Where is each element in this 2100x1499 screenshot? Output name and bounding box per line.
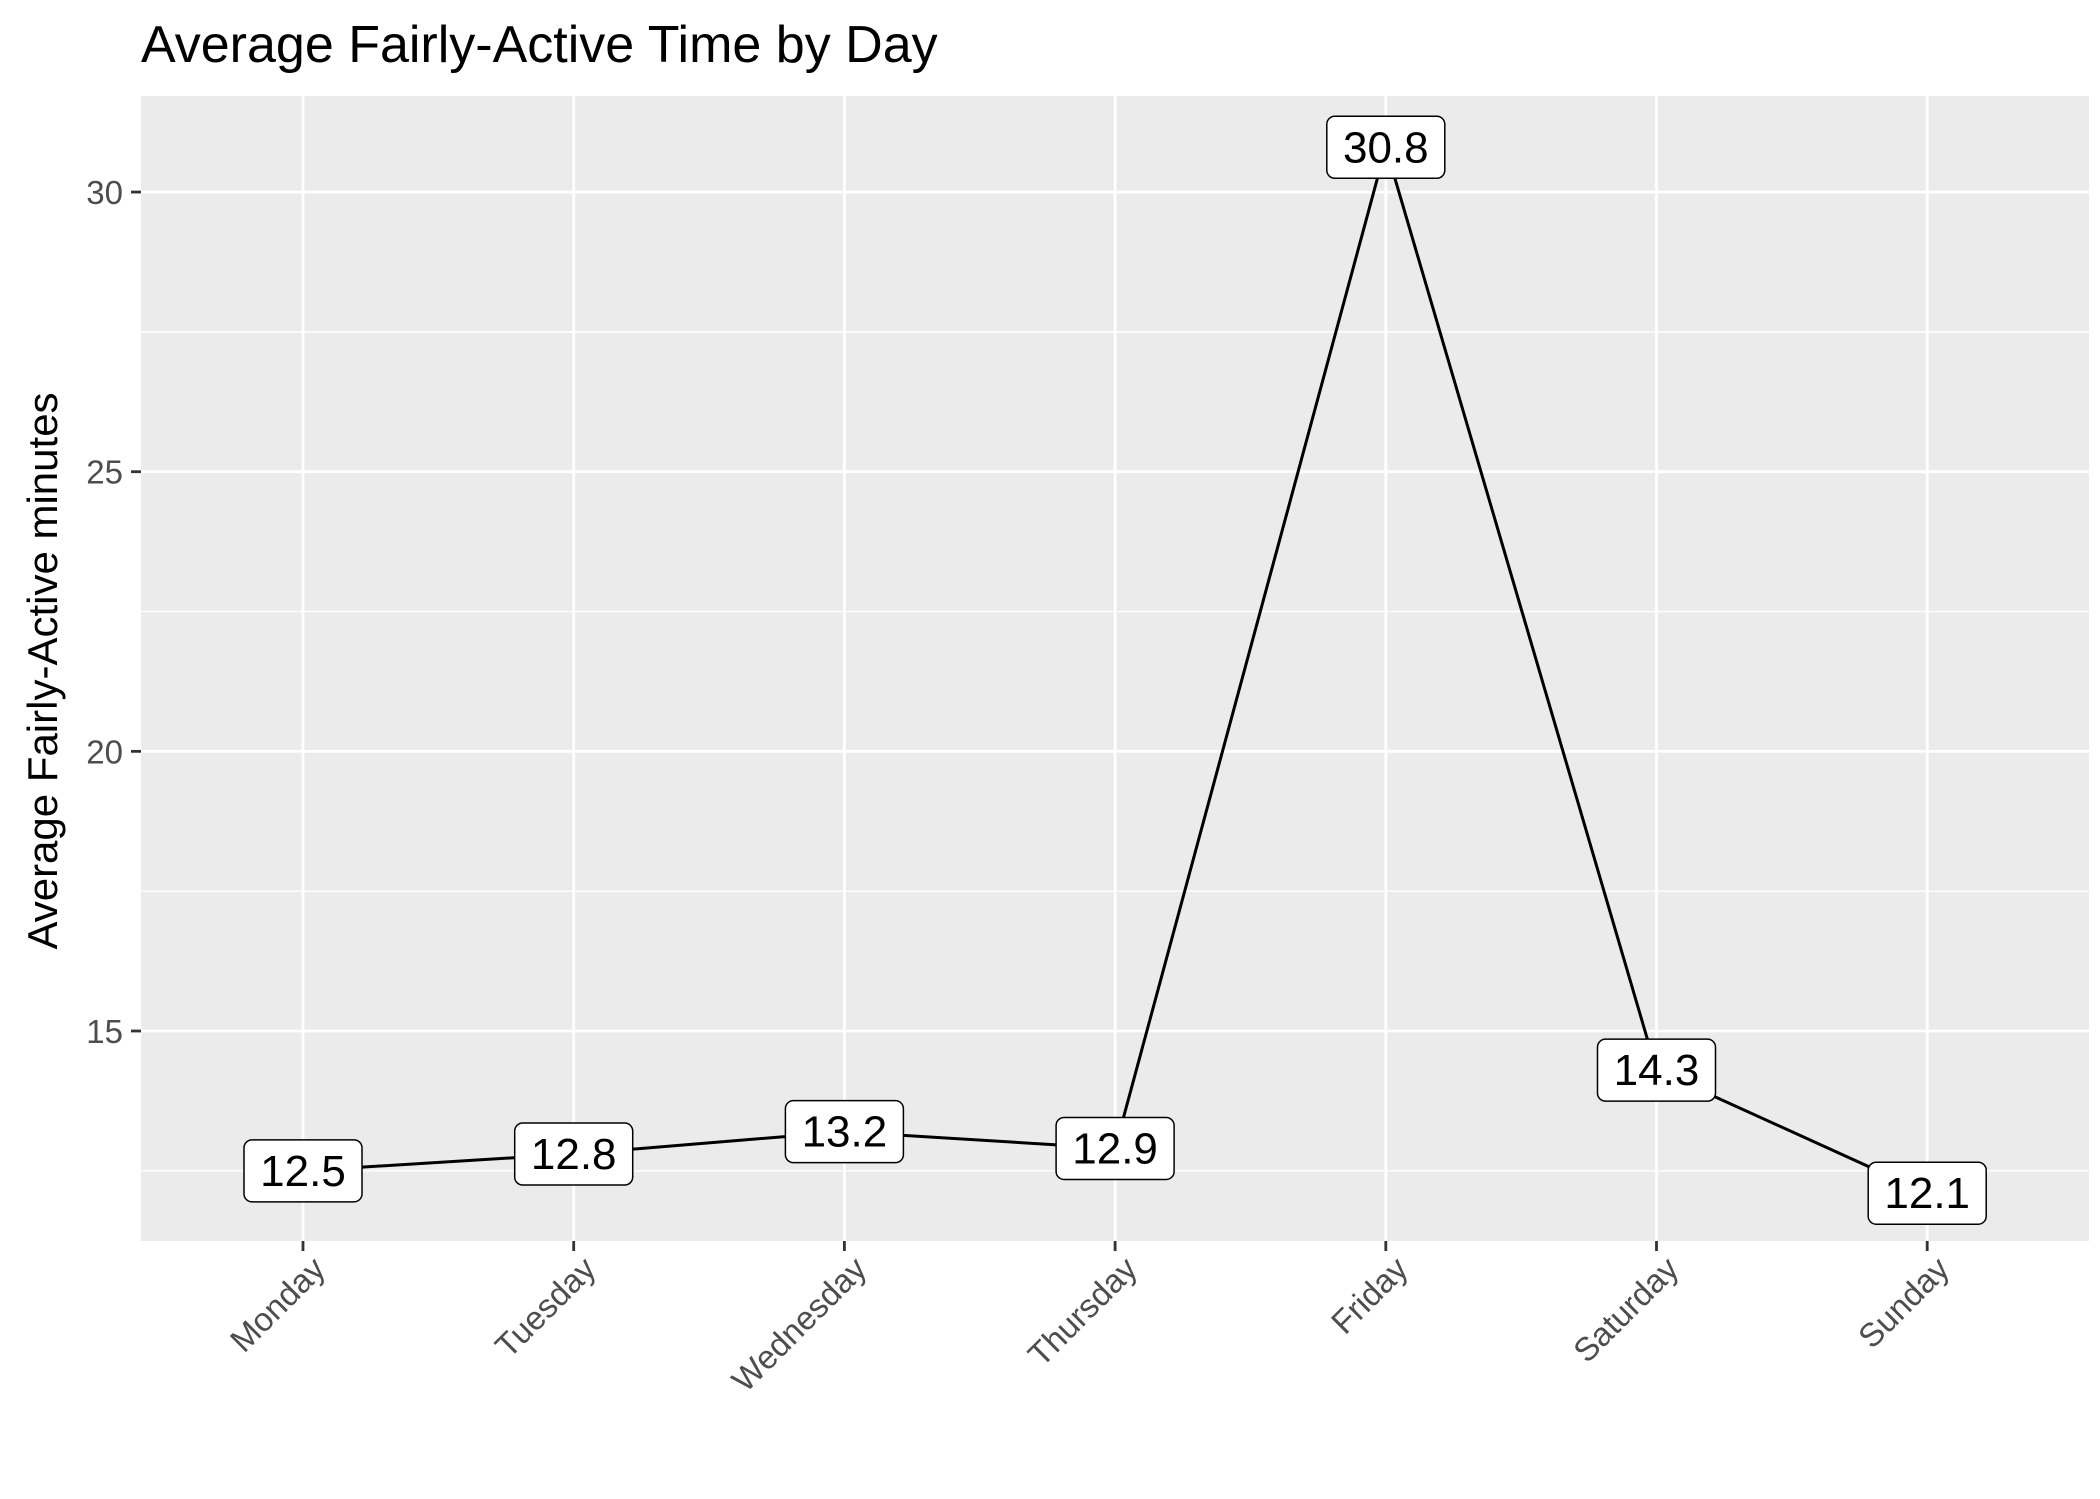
x-tick-label: Wednesday bbox=[724, 1249, 873, 1398]
data-label-box bbox=[1326, 115, 1446, 180]
data-label: 30.8 bbox=[1326, 115, 1446, 180]
data-label: 12.9 bbox=[1055, 1116, 1175, 1181]
x-tick-labels: Monday Tuesday Wednesday Thursday Friday Satu… bbox=[223, 1249, 1957, 1398]
data-label-box bbox=[784, 1099, 905, 1164]
y-tick-label: 15 bbox=[86, 1013, 123, 1050]
chart-title: Average Fairly-Active Time by Day bbox=[141, 16, 938, 74]
y-tick-label: 25 bbox=[86, 454, 123, 491]
x-tick-label: Sunday bbox=[1851, 1249, 1957, 1355]
data-labels: 12.5 12.8 13.2 12.9 30.8 14.3 12.1 bbox=[243, 115, 1987, 1225]
data-label-box bbox=[1596, 1038, 1717, 1102]
data-label-text: 14.3 bbox=[1614, 1046, 1700, 1095]
data-label: 13.2 bbox=[784, 1099, 905, 1164]
x-tick-label: Thursday bbox=[1021, 1249, 1145, 1373]
y-tick-label: 30 bbox=[86, 174, 123, 211]
data-label: 12.5 bbox=[243, 1139, 363, 1203]
data-label-text: 13.2 bbox=[802, 1108, 888, 1157]
major-gridlines bbox=[141, 96, 2089, 1241]
data-label-box bbox=[1055, 1116, 1175, 1181]
y-tick-labels: 15 20 25 30 bbox=[86, 174, 123, 1050]
y-tick-label: 20 bbox=[86, 733, 123, 770]
x-tick-label: Friday bbox=[1324, 1249, 1415, 1340]
data-label-text: 12.9 bbox=[1072, 1124, 1158, 1173]
data-label-box bbox=[243, 1139, 363, 1203]
data-label: 14.3 bbox=[1596, 1038, 1717, 1102]
x-tick-label: Tuesday bbox=[488, 1249, 603, 1364]
x-tick-label: Saturday bbox=[1566, 1249, 1686, 1369]
data-label-text: 12.8 bbox=[531, 1130, 617, 1179]
data-label-text: 12.1 bbox=[1884, 1169, 1970, 1218]
axis-ticks bbox=[131, 190, 1929, 1251]
data-label-text: 12.5 bbox=[260, 1147, 346, 1196]
data-label-text: 30.8 bbox=[1343, 123, 1429, 172]
x-tick-label: Monday bbox=[223, 1249, 333, 1359]
data-label: 12.8 bbox=[513, 1122, 634, 1186]
data-label-box bbox=[1867, 1161, 1987, 1225]
data-label-box bbox=[513, 1122, 634, 1186]
y-axis-label: Average Fairly-Active minutes bbox=[19, 392, 66, 949]
data-label: 12.1 bbox=[1867, 1161, 1987, 1225]
